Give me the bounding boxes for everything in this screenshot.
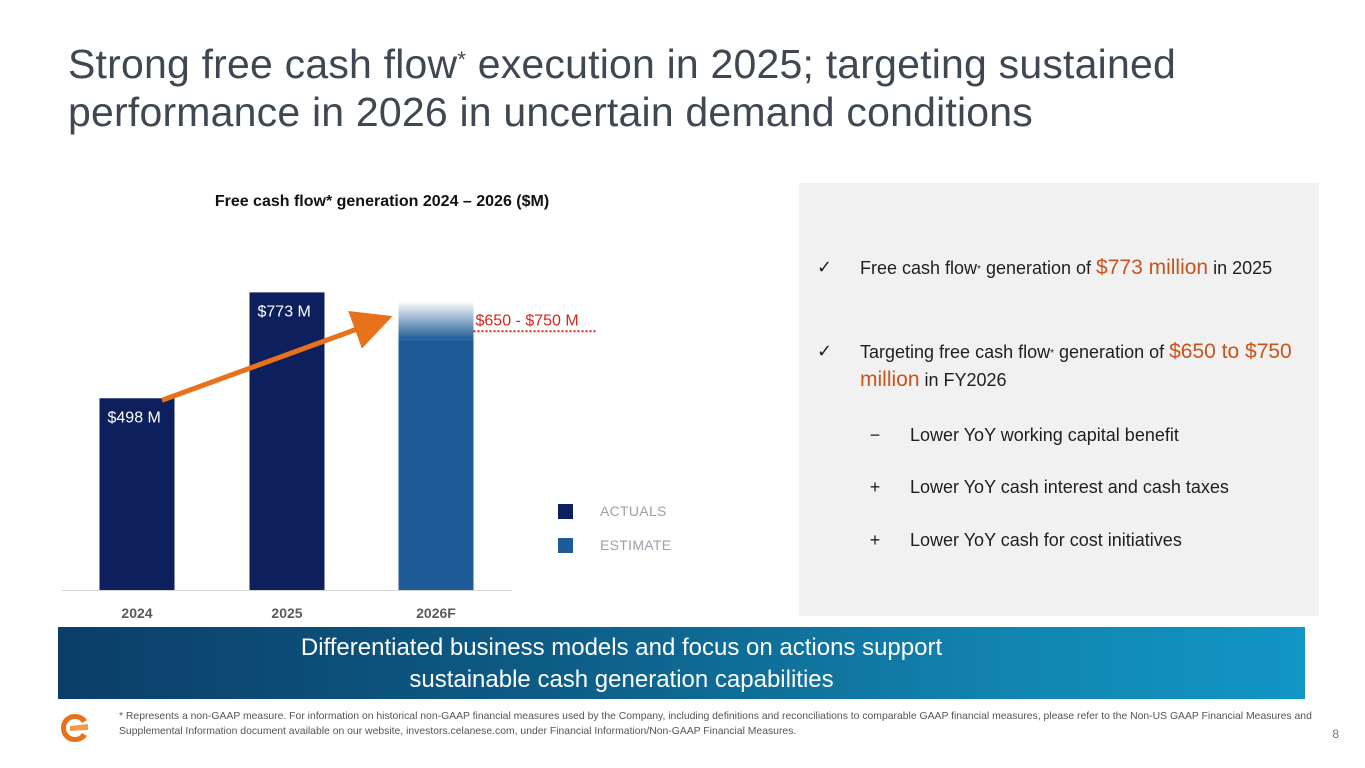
subitem-text: Lower YoY cash interest and cash taxes xyxy=(910,477,1229,497)
x-tick-label-2025: 2025 xyxy=(271,605,302,621)
minus-icon: − xyxy=(869,425,881,445)
bar-value-label-2024: $498 M xyxy=(108,409,161,426)
range-label: $650 - $750 M xyxy=(476,312,579,329)
chart-title: Free cash flow* generation 2024 – 2026 (… xyxy=(214,193,550,210)
title-line1-pre: Strong free cash flow xyxy=(68,41,458,87)
legend-swatch-estimate xyxy=(558,537,573,553)
bullet2-asterisk: * xyxy=(1050,348,1055,359)
key-message-banner: Differentiated business models and focus… xyxy=(58,627,1305,699)
bullet1-highlight: $773 million xyxy=(1096,256,1209,279)
x-tick-label-2026F: 2026F xyxy=(416,605,456,621)
chart-legend: ACTUALS ESTIMATE xyxy=(558,494,671,562)
subitem-interest-taxes: + Lower YoY cash interest and cash taxes xyxy=(865,474,1305,500)
bullet1-text-mid: generation of xyxy=(980,258,1097,278)
legend-label-estimate: ESTIMATE xyxy=(600,537,672,553)
page-number: 8 xyxy=(1332,727,1339,741)
celanese-logo-icon xyxy=(61,714,88,742)
subitem-working-capital: − Lower YoY working capital benefit xyxy=(865,422,1305,448)
title-line1-post: execution in 2025; targeting sustained xyxy=(466,41,1176,87)
bullet2-text-mid: generation of xyxy=(1054,342,1170,362)
bullet1-asterisk: * xyxy=(977,264,981,275)
legend-item-estimate: ESTIMATE xyxy=(558,528,671,562)
bullet1-text-post: in 2025 xyxy=(1208,258,1273,278)
bar-2026F-range xyxy=(398,301,474,340)
bar-value-label-2025: $773 M xyxy=(258,303,311,320)
x-tick-label-2024: 2024 xyxy=(121,605,152,621)
legend-label-actuals: ACTUALS xyxy=(600,503,667,519)
legend-swatch-actuals xyxy=(558,503,573,519)
subitem-text: Lower YoY cash for cost initiatives xyxy=(910,530,1182,550)
bar-2025 xyxy=(249,292,325,590)
highlights-panel: ✓ Free cash flow* generation of $773 mil… xyxy=(799,183,1319,616)
bullet2-highlight: $650 to $750 million xyxy=(860,340,1292,391)
subitem-cost-initiatives: + Lower YoY cash for cost initiatives xyxy=(865,527,1305,553)
plus-icon: + xyxy=(869,477,881,497)
subitem-text: Lower YoY working capital benefit xyxy=(910,425,1179,445)
check-icon: ✓ xyxy=(817,341,833,361)
bar-2026F-solid xyxy=(398,339,474,590)
bullet2-text-pre: Targeting free cash flow xyxy=(860,342,1051,362)
page-title: Strong free cash flow* execution in 2025… xyxy=(68,40,1268,136)
bullet2-text-post: in FY2026 xyxy=(919,370,1007,390)
footnote: * Represents a non-GAAP measure. For inf… xyxy=(119,711,1312,737)
trend-arrow xyxy=(161,311,393,403)
title-line2: performance in 2026 in uncertain demand … xyxy=(68,89,1033,135)
bullet1-text-pre: Free cash flow xyxy=(860,258,978,278)
bar-2024 xyxy=(99,398,175,590)
banner-line2: sustainable cash generation capabilities xyxy=(409,666,834,693)
plus-icon: + xyxy=(869,530,881,550)
bullet-fcf-2026: ✓ Targeting free cash flow* generation o… xyxy=(817,338,1297,394)
legend-item-actuals: ACTUALS xyxy=(558,494,671,528)
check-icon: ✓ xyxy=(817,257,833,277)
bullet-fcf-2025: ✓ Free cash flow* generation of $773 mil… xyxy=(817,254,1297,282)
banner-line1: Differentiated business models and focus… xyxy=(300,634,943,661)
title-asterisk: * xyxy=(457,47,467,72)
